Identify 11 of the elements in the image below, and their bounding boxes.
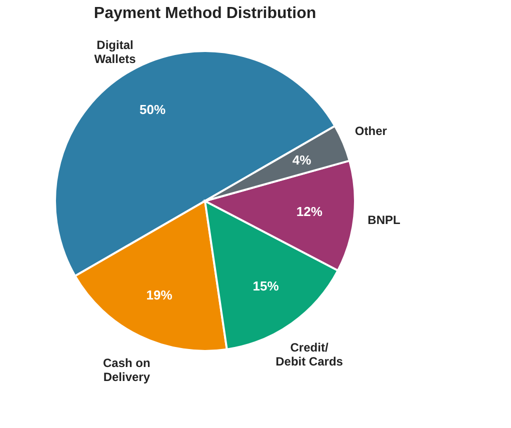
data-label: 19% [146,288,173,303]
slice-label: Cash on Delivery [102,356,150,384]
slice-label: Credit/ Debit Cards [276,340,344,369]
slice-label: Digital Wallets [94,38,136,66]
chart-title: Payment Method Distribution [94,5,316,22]
data-label: 4% [292,152,312,168]
data-label: 50% [139,102,166,118]
data-label: 15% [252,278,280,294]
slice-label: Other [354,124,388,138]
data-label: 12% [296,204,323,219]
slice-label: BNPL [368,212,400,227]
